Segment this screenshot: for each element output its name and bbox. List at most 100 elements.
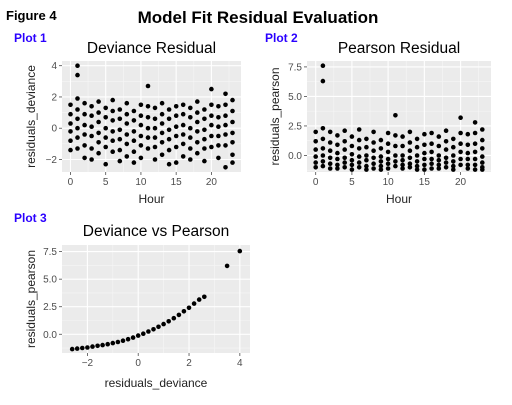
data-point [209, 102, 214, 108]
data-point [451, 144, 456, 150]
data-point [68, 129, 73, 134]
data-point [191, 301, 197, 306]
data-point [145, 146, 151, 151]
x-tick-label: 10 [135, 177, 147, 188]
data-point [223, 165, 228, 170]
data-point [407, 165, 413, 170]
data-point [82, 143, 87, 148]
data-point [385, 161, 391, 166]
data-point [472, 162, 478, 168]
data-point [443, 155, 449, 161]
data-point [75, 72, 80, 78]
data-point [89, 133, 94, 139]
data-point [465, 166, 471, 171]
data-point [141, 331, 146, 337]
data-point [407, 155, 413, 161]
data-point [96, 150, 101, 156]
data-point [166, 161, 172, 167]
y-tick-label: 5.0 [43, 275, 57, 286]
data-point [188, 135, 193, 140]
data-point [414, 144, 420, 150]
data-point [202, 294, 207, 300]
data-point [209, 86, 214, 92]
data-point [75, 96, 80, 101]
data-point [320, 136, 326, 142]
data-point [429, 161, 434, 166]
x-tick-label: 5 [103, 177, 109, 188]
data-point [180, 111, 186, 117]
data-point [125, 336, 131, 342]
data-point [371, 148, 376, 153]
x-tick-label: 20 [206, 177, 218, 188]
data-point [393, 159, 398, 164]
data-point [195, 129, 200, 134]
data-point [364, 153, 369, 158]
y-tick-label: 2 [51, 92, 57, 103]
data-point [166, 319, 171, 324]
data-point [180, 102, 186, 108]
data-point [443, 139, 449, 144]
data-point [342, 160, 348, 165]
plot-tag: Plot 1 [14, 31, 47, 45]
data-point [414, 136, 420, 142]
data-point [145, 125, 151, 131]
data-point [465, 150, 471, 156]
data-point [371, 129, 376, 135]
data-point [393, 113, 398, 118]
data-point [223, 102, 228, 108]
data-point [124, 132, 130, 137]
data-point [138, 155, 144, 161]
data-point [173, 124, 179, 129]
data-point [313, 129, 319, 135]
data-point [451, 159, 456, 164]
data-point [89, 146, 94, 151]
data-point [68, 147, 73, 153]
data-point [124, 121, 130, 126]
data-point [173, 104, 179, 109]
data-point [356, 137, 362, 143]
y-tick-label: 2.5 [288, 121, 302, 132]
data-point [400, 153, 405, 158]
data-point [103, 125, 108, 131]
data-point [342, 147, 348, 152]
data-point [188, 146, 193, 151]
plot-tag: Plot 3 [14, 211, 47, 225]
data-point [209, 122, 214, 128]
data-point [145, 104, 151, 109]
data-point [202, 107, 207, 112]
data-point [451, 167, 456, 172]
data-point [96, 140, 101, 145]
data-point [103, 144, 108, 150]
data-point [159, 100, 165, 106]
data-point [89, 104, 94, 109]
data-point [327, 161, 333, 166]
data-point [82, 155, 87, 161]
data-point [224, 263, 230, 269]
data-point [480, 154, 485, 159]
plot-title: Pearson Residual [338, 40, 460, 57]
data-point [152, 125, 158, 131]
data-point [313, 139, 319, 144]
data-point [166, 147, 172, 153]
data-point [216, 124, 221, 129]
data-point [96, 130, 101, 136]
data-point [230, 97, 235, 103]
data-point [313, 147, 319, 152]
plot-tag: Plot 2 [265, 31, 298, 45]
data-point [209, 144, 214, 150]
data-point [110, 129, 115, 134]
data-point [342, 128, 348, 133]
data-point [458, 141, 463, 146]
data-point [414, 153, 420, 158]
data-point [465, 131, 471, 137]
data-point [230, 152, 235, 158]
data-point [335, 162, 340, 168]
data-point [166, 127, 172, 133]
data-point [472, 130, 478, 136]
data-point [458, 162, 463, 168]
data-point [151, 327, 156, 332]
panel-background [62, 245, 250, 353]
data-point [422, 142, 427, 148]
data-point [180, 122, 186, 128]
